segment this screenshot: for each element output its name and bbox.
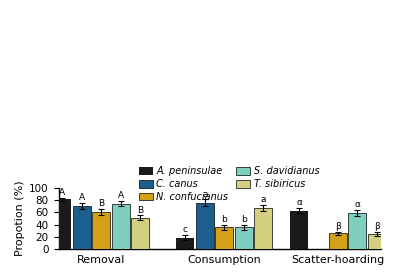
Bar (215, 227, 233, 249)
Text: β: β (374, 222, 380, 231)
Text: a: a (260, 195, 266, 204)
Bar (196, 202, 214, 249)
Text: B: B (98, 199, 104, 208)
Text: A: A (117, 191, 124, 200)
Bar (131, 218, 149, 249)
Y-axis label: Propotion (%): Propotion (%) (15, 181, 25, 256)
Text: A: A (79, 193, 85, 202)
Bar (329, 234, 347, 249)
Bar (235, 227, 253, 249)
Bar (92, 213, 110, 249)
Text: β: β (335, 221, 341, 231)
Text: B: B (137, 206, 143, 214)
Text: α: α (296, 198, 302, 207)
Text: A: A (59, 188, 65, 197)
Bar (73, 206, 91, 249)
Bar (111, 204, 130, 249)
Bar (254, 208, 272, 249)
Text: a: a (202, 190, 208, 199)
Bar (53, 199, 71, 249)
Legend: A. peninsulae, C. canus, N. confucianus, S. davidianus, T. sibiricus: A. peninsulae, C. canus, N. confucianus,… (137, 164, 321, 204)
Bar (348, 213, 366, 249)
Bar (368, 234, 386, 249)
Text: b: b (241, 215, 247, 224)
Bar (290, 211, 308, 249)
Text: b: b (221, 215, 227, 224)
Bar (176, 238, 194, 249)
Text: c: c (183, 225, 188, 234)
Text: α: α (354, 200, 360, 209)
